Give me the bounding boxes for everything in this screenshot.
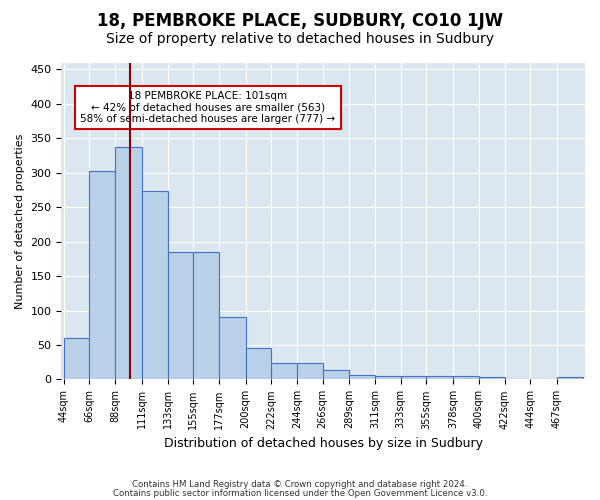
Bar — [142, 190, 167, 380]
Bar — [349, 376, 375, 380]
Text: Contains public sector information licensed under the Open Government Licence v3: Contains public sector information licen… — [113, 488, 487, 498]
Bar — [193, 252, 219, 380]
Text: Size of property relative to detached houses in Sudbury: Size of property relative to detached ho… — [106, 32, 494, 46]
Bar — [219, 318, 245, 380]
Bar — [557, 376, 583, 380]
Bar — [245, 348, 271, 380]
Bar — [427, 376, 453, 380]
Text: 18 PEMBROKE PLACE: 101sqm
← 42% of detached houses are smaller (563)
58% of semi: 18 PEMBROKE PLACE: 101sqm ← 42% of detac… — [80, 91, 335, 124]
Bar — [530, 379, 557, 380]
Y-axis label: Number of detached properties: Number of detached properties — [15, 134, 25, 308]
Bar — [89, 172, 115, 380]
Bar — [375, 376, 401, 380]
X-axis label: Distribution of detached houses by size in Sudbury: Distribution of detached houses by size … — [164, 437, 483, 450]
Bar — [479, 376, 505, 380]
Bar — [401, 376, 427, 380]
Bar — [505, 379, 530, 380]
Bar — [115, 146, 142, 380]
Text: 18, PEMBROKE PLACE, SUDBURY, CO10 1JW: 18, PEMBROKE PLACE, SUDBURY, CO10 1JW — [97, 12, 503, 30]
Bar — [64, 338, 89, 380]
Bar — [297, 363, 323, 380]
Text: Contains HM Land Registry data © Crown copyright and database right 2024.: Contains HM Land Registry data © Crown c… — [132, 480, 468, 489]
Bar — [453, 376, 479, 380]
Bar — [167, 252, 193, 380]
Bar — [271, 363, 297, 380]
Bar — [323, 370, 349, 380]
